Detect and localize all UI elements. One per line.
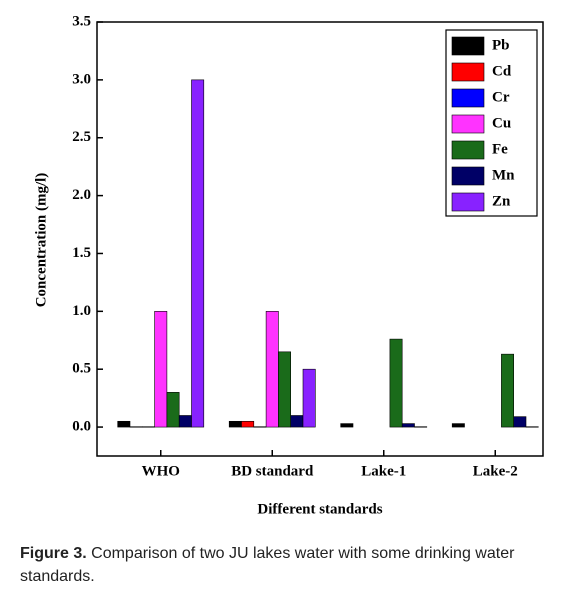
y-tick-label: 1.5: [72, 245, 91, 261]
legend-swatch: [451, 36, 485, 56]
y-axis-label: Concentration (mg/l): [33, 173, 49, 308]
plot-frame: [96, 21, 544, 457]
legend-swatch: [451, 62, 485, 82]
bar: [228, 420, 242, 428]
legend-swatch: [451, 192, 485, 212]
legend-label: Fe: [492, 141, 508, 157]
y-tick-label: 0.5: [72, 361, 91, 377]
bar: [414, 426, 428, 428]
caption-text: Comparison of two JU lakes water with so…: [20, 545, 515, 585]
bar: [117, 420, 131, 428]
bar: [501, 353, 514, 428]
legend-swatch: [451, 140, 485, 160]
x-axis-label: Different standards: [257, 501, 382, 517]
bar: [265, 311, 279, 428]
bar: [278, 351, 291, 428]
bar: [178, 415, 192, 428]
y-tick-label: 3.0: [72, 71, 91, 87]
bar: [154, 311, 168, 428]
caption: Figure 3. Comparison of two JU lakes wat…: [20, 542, 550, 588]
bar: [166, 392, 180, 428]
bar: [451, 423, 465, 428]
caption-label: Figure 3.: [20, 545, 87, 562]
bar: [191, 79, 205, 428]
bar: [290, 415, 304, 428]
x-tick-label: Lake-1: [361, 463, 406, 479]
bar: [253, 426, 267, 428]
bar: [401, 423, 415, 428]
legend-label: Cd: [492, 63, 512, 79]
x-tick-label: BD standard: [231, 463, 314, 479]
x-tick-label: WHO: [142, 463, 180, 479]
legend-swatch: [451, 166, 485, 186]
y-tick-label: 3.5: [72, 13, 91, 29]
y-tick-label: 2.5: [72, 129, 91, 145]
x-tick-label: Lake-2: [473, 463, 518, 479]
bar: [525, 426, 539, 428]
legend-swatch: [451, 88, 485, 108]
bar: [142, 426, 155, 428]
chart: Concentration (mg/l) Different standards…: [33, 13, 544, 517]
bar: [241, 420, 255, 428]
bar: [389, 338, 403, 428]
bar: [302, 368, 316, 428]
legend-label: Zn: [492, 193, 511, 209]
legend-label: Mn: [492, 167, 515, 183]
legend-label: Cu: [492, 115, 511, 131]
legend-label: Pb: [492, 37, 510, 53]
legend-swatch: [451, 114, 485, 134]
y-tick-label: 2.0: [72, 187, 91, 203]
y-tick-label: 0.0: [72, 419, 91, 435]
bar: [513, 416, 527, 428]
y-tick-label: 1.0: [72, 303, 91, 319]
legend-label: Cr: [492, 89, 510, 105]
bar: [340, 423, 354, 428]
bar: [129, 426, 143, 428]
